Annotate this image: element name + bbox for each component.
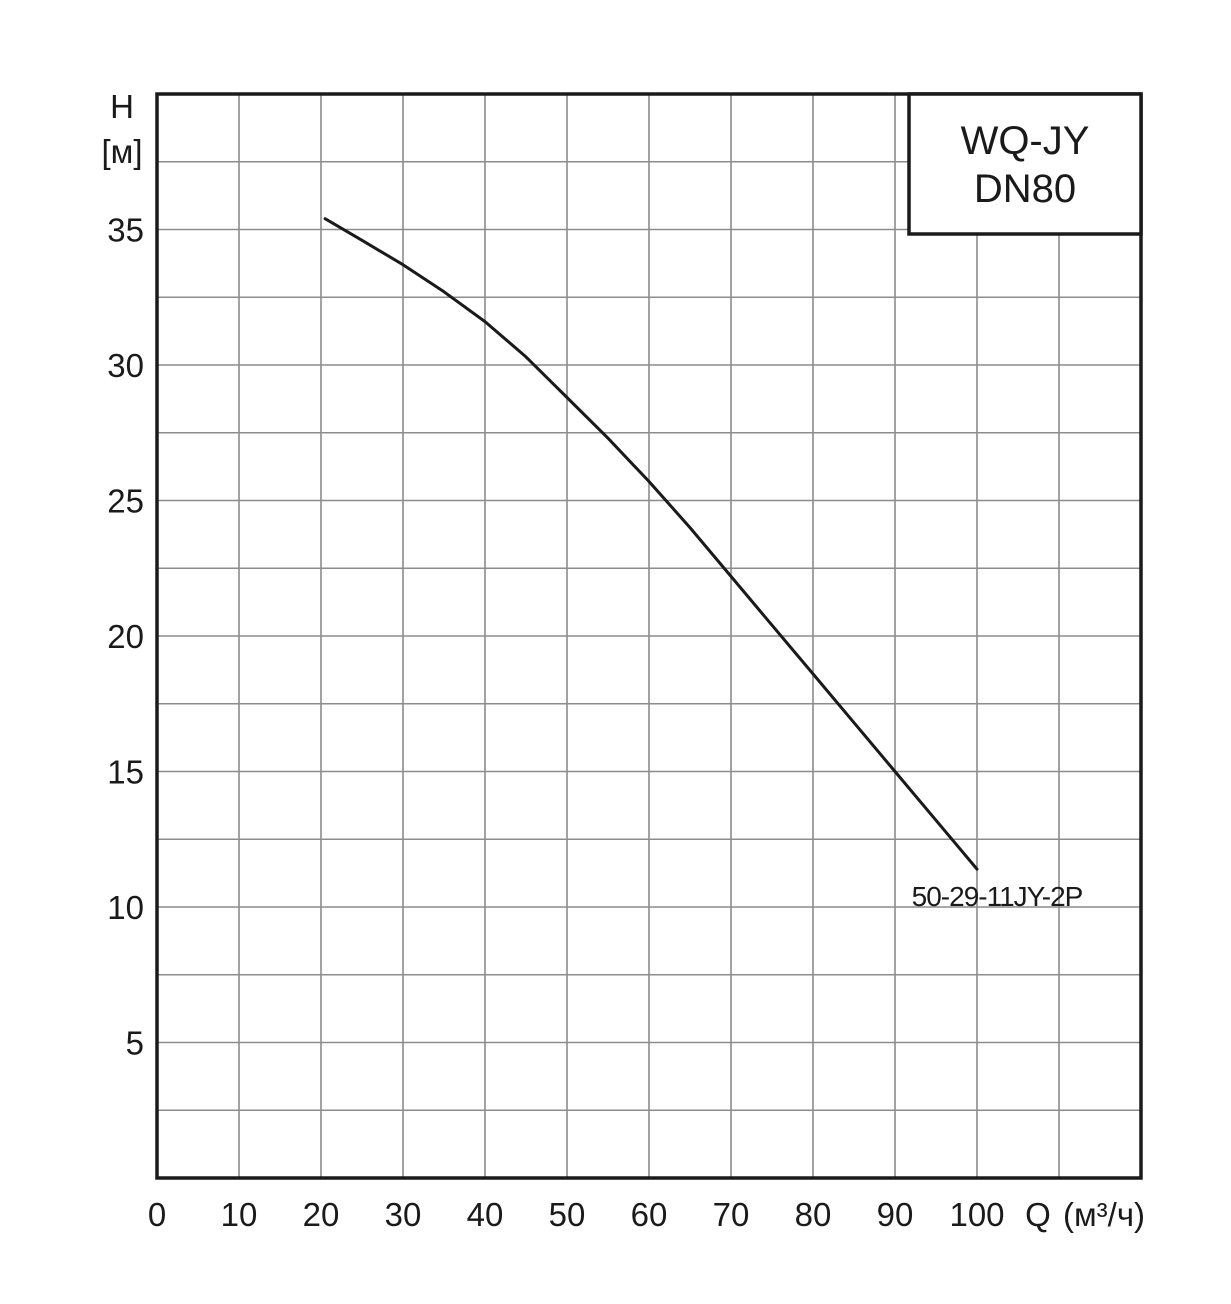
axis-layer: 0 10 20 30 40 50 60 70 80 90 100 5 10 15 20 25 30 35 (107, 92, 1143, 1233)
plot-frame (155, 92, 1143, 1180)
y-tick-label: 20 (107, 618, 144, 655)
x-tick-label: 30 (385, 1196, 422, 1233)
y-tick-label: 15 (107, 754, 144, 791)
y-axis-symbol: H (110, 88, 134, 125)
x-tick-label: 10 (221, 1196, 258, 1233)
x-tick-label: 20 (303, 1196, 340, 1233)
y-tick-label: 5 (126, 1025, 144, 1062)
x-tick-label: 40 (467, 1196, 504, 1233)
x-tick-label: 70 (713, 1196, 750, 1233)
y-tick-label: 35 (107, 212, 144, 249)
x-tick-label: 80 (795, 1196, 832, 1233)
x-tick-label: 0 (148, 1196, 166, 1233)
y-tick-label: 30 (107, 347, 144, 384)
model-box-line2: DN80 (974, 167, 1076, 211)
series-label: 50-29-11JY-2P (912, 881, 1083, 912)
x-tick-label: 90 (877, 1196, 914, 1233)
model-box-line1: WQ-JY (961, 119, 1090, 163)
x-tick-label: 50 (549, 1196, 586, 1233)
model-box: WQ-JY DN80 (907, 92, 1143, 236)
x-axis-symbol: Q (1025, 1196, 1051, 1233)
y-tick-label: 25 (107, 483, 144, 520)
x-tick-label: 100 (949, 1196, 1004, 1233)
series-layer: 50-29-11JY-2P (323, 217, 1084, 912)
model-box-frame (907, 92, 1143, 236)
y-axis-unit: [м] (101, 133, 142, 170)
y-tick-label: 10 (107, 889, 144, 926)
series-line (323, 217, 979, 871)
grid-layer (157, 94, 1141, 1178)
x-tick-label: 60 (631, 1196, 668, 1233)
x-axis-unit: (м³/ч) (1063, 1196, 1145, 1233)
